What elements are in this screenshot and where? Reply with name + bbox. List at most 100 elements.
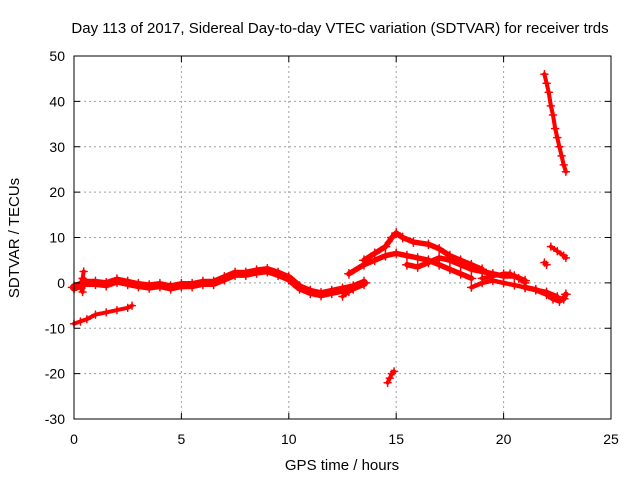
x-tick-label: 10 <box>281 431 297 447</box>
data-point <box>78 274 87 283</box>
data-point <box>488 271 498 281</box>
series-main-band <box>67 263 371 301</box>
chart-title: Day 113 of 2017, Sidereal Day-to-day VTE… <box>71 20 608 37</box>
data-point <box>444 255 455 266</box>
data-point <box>303 285 317 299</box>
data-point <box>444 264 455 275</box>
data-point <box>153 278 167 292</box>
y-tick-label: -30 <box>45 411 65 427</box>
series-outlier-low <box>383 367 399 387</box>
y-tick-label: 30 <box>49 139 65 155</box>
data-point <box>546 101 556 111</box>
data-point <box>359 278 369 288</box>
data-point <box>196 276 210 290</box>
data-point <box>509 280 519 290</box>
data-point <box>455 268 466 279</box>
data-point <box>466 264 477 275</box>
y-axis-label: SDTVAR / TECUs <box>6 178 23 298</box>
data-point <box>548 293 558 304</box>
data-point <box>228 267 242 281</box>
series-band-rise-middle <box>346 250 475 281</box>
y-tick-label: -10 <box>45 320 65 336</box>
axis-ticks: 0 5 10 15 20 25 -30 -20 -10 0 10 20 30 40 50 <box>45 48 619 447</box>
data-point <box>434 252 445 263</box>
data-point <box>142 280 156 293</box>
data-point <box>561 253 571 263</box>
series-dot-22 <box>540 258 551 269</box>
x-tick-label: 5 <box>178 431 186 447</box>
data-point <box>560 289 571 300</box>
data-point <box>514 273 524 283</box>
data-point <box>383 378 392 387</box>
y-tick-label: 50 <box>49 48 65 64</box>
data-point <box>561 167 571 176</box>
data-point <box>112 305 122 315</box>
y-tick-label: 0 <box>57 275 65 291</box>
data-point <box>389 367 399 376</box>
data-point <box>555 142 564 152</box>
data-point <box>546 242 556 251</box>
series-lower-left-spike <box>78 267 88 297</box>
data-series <box>67 69 571 387</box>
data-point <box>401 250 412 261</box>
series-rise-middle <box>343 248 477 284</box>
data-point <box>408 237 419 248</box>
data-point <box>271 267 285 281</box>
y-tick-label: -20 <box>45 366 65 382</box>
data-point <box>353 280 362 290</box>
data-point <box>250 265 263 278</box>
data-point <box>79 267 88 276</box>
data-point <box>78 287 87 297</box>
series-rise-left <box>338 278 369 301</box>
data-point <box>218 272 231 285</box>
data-point <box>101 308 111 317</box>
data-point <box>553 246 562 256</box>
data-point <box>477 273 487 283</box>
data-point <box>99 277 113 291</box>
data-point <box>260 263 274 277</box>
data-point <box>123 303 132 313</box>
data-point <box>401 259 412 270</box>
y-tick-label: 10 <box>49 230 65 246</box>
data-point <box>412 252 423 263</box>
y-tick-label: 40 <box>49 93 65 109</box>
data-point <box>553 133 562 142</box>
data-point <box>127 301 137 310</box>
x-axis-label: GPS time / hours <box>285 457 399 474</box>
data-point <box>380 250 391 261</box>
data-point <box>386 232 397 243</box>
data-point <box>423 257 434 268</box>
series-band-short-segment <box>548 244 568 260</box>
series-steep-decline <box>540 69 571 176</box>
data-point <box>466 282 476 292</box>
data-point <box>344 287 354 297</box>
data-point <box>76 317 85 326</box>
data-point <box>239 267 253 281</box>
data-point <box>530 284 541 295</box>
data-point <box>121 276 135 290</box>
data-point <box>455 259 466 270</box>
data-point <box>369 248 380 259</box>
data-point <box>541 289 552 300</box>
data-point <box>82 314 92 324</box>
data-point <box>391 248 402 259</box>
data-point <box>540 69 549 79</box>
data-point <box>434 243 445 254</box>
data-point <box>293 281 306 294</box>
data-point <box>89 276 102 290</box>
series-band-outlier-low <box>385 369 397 385</box>
data-point <box>412 262 423 272</box>
data-point <box>423 239 434 250</box>
data-point <box>343 268 354 279</box>
data-point <box>505 269 515 279</box>
data-point <box>557 151 566 161</box>
data-point <box>91 310 100 319</box>
data-point <box>338 292 347 301</box>
data-point <box>542 260 551 269</box>
data-point <box>359 255 369 266</box>
x-tick-label: 25 <box>603 431 619 447</box>
data-point <box>385 373 395 383</box>
data-point <box>164 281 177 294</box>
